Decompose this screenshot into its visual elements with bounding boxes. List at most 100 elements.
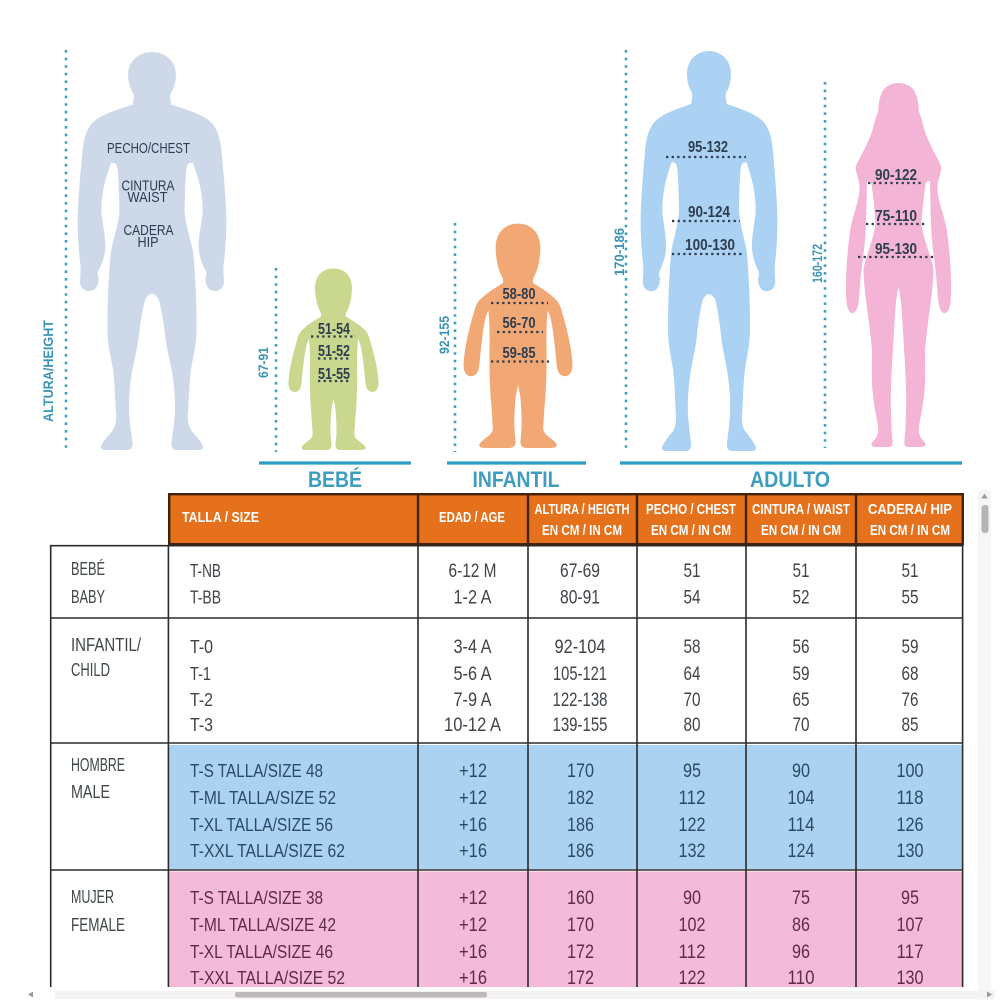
svg-text:T-BB: T-BB [190,588,221,608]
svg-text:76: 76 [902,689,919,711]
svg-text:5-6 A: 5-6 A [454,663,492,685]
svg-text:T-XL TALLA/SIZE 56: T-XL TALLA/SIZE 56 [190,815,333,835]
svg-text:172: 172 [567,941,594,963]
svg-text:90: 90 [792,760,810,782]
svg-text:EN CM / IN CM: EN CM / IN CM [870,522,950,539]
svg-text:172: 172 [567,967,594,989]
svg-text:3-4 A: 3-4 A [454,636,492,658]
svg-text:ADULTO: ADULTO [750,467,830,492]
svg-text:80: 80 [684,714,701,736]
svg-text:CADERA/ HIP: CADERA/ HIP [868,501,952,518]
svg-text:186: 186 [567,840,594,862]
svg-text:T-3: T-3 [190,715,213,735]
svg-text:7-9 A: 7-9 A [454,689,492,711]
svg-text:CHILD: CHILD [71,659,110,680]
svg-text:75: 75 [792,887,810,909]
svg-text:122: 122 [679,814,706,836]
svg-text:54: 54 [684,587,701,609]
svg-text:BEBÉ: BEBÉ [71,558,105,579]
svg-text:75-110: 75-110 [875,208,917,225]
svg-text:INFANTIL/: INFANTIL/ [71,634,142,655]
svg-text:160-172: 160-172 [809,244,825,283]
svg-text:+12: +12 [459,787,487,809]
svg-text:T-0: T-0 [190,637,213,657]
svg-text:6-12 M: 6-12 M [449,560,497,582]
svg-text:105-121: 105-121 [553,663,607,685]
svg-text:70: 70 [793,714,810,736]
svg-text:139-155: 139-155 [553,714,608,736]
svg-text:T-XXL TALLA/SIZE 52: T-XXL TALLA/SIZE 52 [190,968,345,988]
svg-text:182: 182 [567,787,594,809]
svg-text:92-104: 92-104 [555,636,606,658]
svg-text:56-70: 56-70 [503,315,536,332]
svg-text:58-80: 58-80 [503,286,536,303]
svg-text:65: 65 [793,689,810,711]
svg-text:95: 95 [683,760,701,782]
svg-text:ALTURA/HEIGHT: ALTURA/HEIGHT [40,320,56,422]
svg-text:MALE: MALE [71,781,110,802]
svg-text:96: 96 [792,941,810,963]
svg-text:51-55: 51-55 [318,366,350,383]
svg-text:95-132: 95-132 [688,139,728,156]
svg-text:85: 85 [902,714,919,736]
svg-text:59: 59 [793,663,810,685]
svg-text:+16: +16 [459,814,487,836]
svg-text:170: 170 [567,760,594,782]
svg-text:86: 86 [792,914,810,936]
svg-text:117: 117 [897,941,924,963]
svg-text:T-S TALLA/SIZE 48: T-S TALLA/SIZE 48 [190,761,323,781]
svg-text:126: 126 [897,814,924,836]
svg-text:56: 56 [793,636,810,658]
svg-text:170-186: 170-186 [611,228,627,276]
svg-text:100-130: 100-130 [685,237,735,254]
svg-text:PECHO / CHEST: PECHO / CHEST [646,501,736,518]
svg-text:114: 114 [788,814,815,836]
svg-text:TALLA / SIZE: TALLA / SIZE [182,509,259,526]
svg-text:ALTURA / HEIGTH: ALTURA / HEIGTH [535,501,630,518]
svg-text:T-1: T-1 [190,664,211,684]
svg-text:90-122: 90-122 [875,167,917,184]
svg-text:102: 102 [679,914,706,936]
svg-text:CINTURA: CINTURA [122,179,175,195]
svg-text:104: 104 [788,787,815,809]
svg-text:51: 51 [902,560,919,582]
svg-text:58: 58 [684,636,701,658]
svg-text:118: 118 [897,787,924,809]
svg-text:130: 130 [897,840,924,862]
svg-text:MUJER: MUJER [71,886,114,907]
svg-text:T-XXL TALLA/SIZE 62: T-XXL TALLA/SIZE 62 [190,841,345,861]
svg-text:+16: +16 [459,967,487,989]
svg-text:64: 64 [684,663,701,685]
svg-text:124: 124 [788,840,815,862]
svg-text:T-ML TALLA/SIZE 52: T-ML TALLA/SIZE 52 [190,788,336,808]
svg-text:130: 130 [897,967,924,989]
svg-text:90: 90 [683,887,701,909]
svg-text:T-ML TALLA/SIZE 42: T-ML TALLA/SIZE 42 [190,915,336,935]
svg-text:92-155: 92-155 [436,316,452,354]
svg-text:HOMBRE: HOMBRE [71,754,125,775]
svg-text:INFANTIL: INFANTIL [473,467,560,492]
svg-text:+12: +12 [459,760,487,782]
svg-text:+12: +12 [459,914,487,936]
svg-text:EN CM / IN CM: EN CM / IN CM [542,522,622,539]
svg-text:80-91: 80-91 [560,587,600,609]
svg-text:T-S TALLA/SIZE 38: T-S TALLA/SIZE 38 [190,888,323,908]
svg-text:51-54: 51-54 [318,321,350,338]
svg-text:160: 160 [567,887,594,909]
svg-text:186: 186 [567,814,594,836]
svg-text:+16: +16 [459,941,487,963]
svg-text:52: 52 [793,587,810,609]
svg-text:122-138: 122-138 [553,689,608,711]
svg-text:PECHO/CHEST: PECHO/CHEST [107,141,190,157]
svg-text:67-69: 67-69 [560,560,600,582]
svg-text:CADERA: CADERA [124,223,174,239]
svg-text:CINTURA / WAIST: CINTURA / WAIST [752,501,850,518]
svg-text:95: 95 [901,887,919,909]
svg-text:1-2 A: 1-2 A [454,587,492,609]
svg-text:112: 112 [679,941,706,963]
svg-text:122: 122 [679,967,706,989]
svg-text:EN CM / IN CM: EN CM / IN CM [761,522,841,539]
svg-text:170: 170 [567,914,594,936]
svg-text:+12: +12 [459,887,487,909]
svg-text:55: 55 [902,587,919,609]
